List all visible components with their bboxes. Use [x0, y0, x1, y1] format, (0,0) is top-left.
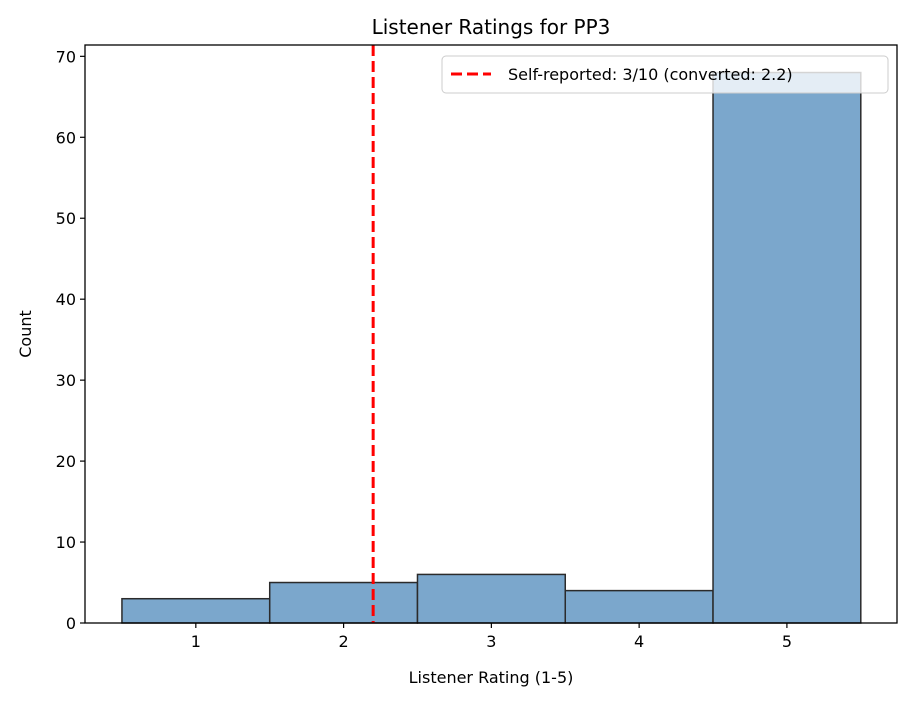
x-tick-label: 5 [782, 632, 792, 651]
y-tick-label: 10 [56, 533, 76, 552]
histogram-bar-3 [416, 573, 567, 624]
y-tick-label: 20 [56, 452, 76, 471]
chart-title: Listener Ratings for PP3 [372, 15, 611, 39]
histogram-bar-2 [268, 581, 419, 624]
x-axis-label: Listener Rating (1-5) [409, 668, 574, 687]
x-tick-label: 2 [339, 632, 349, 651]
legend: Self-reported: 3/10 (converted: 2.2) [441, 55, 889, 94]
y-tick-label: 30 [56, 371, 76, 390]
y-tick-label: 50 [56, 209, 76, 228]
y-tick-label: 60 [56, 128, 76, 147]
x-tick-label: 1 [191, 632, 201, 651]
x-tick-label: 3 [486, 632, 496, 651]
y-tick-label: 40 [56, 290, 76, 309]
histogram-bar-5 [712, 71, 862, 624]
y-tick-label: 0 [66, 614, 76, 633]
histogram-bar-1 [121, 597, 271, 624]
y-tick-label: 70 [56, 47, 76, 66]
y-axis-label: Count [16, 310, 35, 358]
plot-frame [84, 44, 898, 624]
legend-label: Self-reported: 3/10 (converted: 2.2) [508, 65, 793, 84]
histogram-bar-4 [564, 589, 714, 624]
legend-box [441, 55, 889, 94]
x-tick-label: 4 [634, 632, 644, 651]
